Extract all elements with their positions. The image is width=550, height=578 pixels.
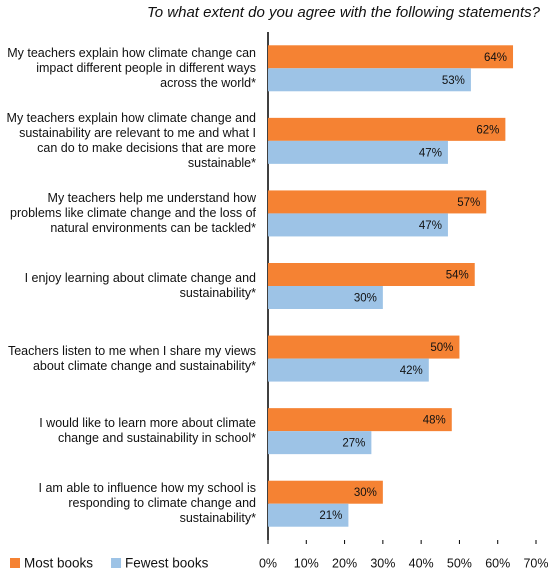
bar — [268, 213, 448, 237]
bar — [268, 45, 514, 69]
legend-swatch — [111, 558, 122, 568]
value-label: 47% — [419, 220, 442, 232]
legend-label: Fewest books — [125, 556, 209, 571]
legend-label: Most books — [24, 556, 93, 571]
category-label: My teachers explain how climate change a… — [6, 110, 256, 170]
bar — [268, 68, 471, 92]
bar — [268, 190, 487, 214]
bar — [268, 286, 383, 309]
bar — [268, 480, 383, 504]
x-tick-label: 0% — [259, 556, 277, 570]
value-label: 54% — [446, 270, 469, 282]
value-label: 21% — [319, 510, 342, 522]
bar — [268, 117, 506, 141]
value-label: 42% — [400, 365, 423, 377]
category-label: My teachers help me understand how probl… — [10, 190, 256, 235]
value-label: 30% — [354, 293, 377, 305]
value-label: 48% — [423, 415, 446, 427]
bar — [268, 263, 475, 286]
bar — [268, 431, 372, 455]
bar — [268, 335, 460, 359]
x-tick-label: 10% — [294, 556, 319, 570]
bar — [268, 503, 349, 527]
x-tick-label: 20% — [332, 556, 357, 570]
value-label: 27% — [342, 438, 365, 450]
value-label: 62% — [476, 124, 499, 136]
bar — [268, 140, 448, 164]
legend-swatch — [10, 558, 20, 568]
value-label: 57% — [457, 197, 480, 209]
x-tick-label: 30% — [370, 556, 395, 570]
bar — [268, 358, 429, 382]
category-label: I enjoy learning about climate change an… — [24, 271, 256, 300]
category-label: Teachers listen to me when I share my vi… — [7, 343, 256, 373]
value-label: 47% — [419, 147, 442, 159]
value-label: 64% — [484, 52, 507, 64]
category-label: I am able to influence how my school is … — [38, 481, 256, 526]
x-tick-label: 40% — [409, 556, 434, 570]
category-label: I would like to learn more about climate… — [39, 416, 256, 446]
value-label: 53% — [442, 75, 465, 87]
category-label: My teachers explain how climate change c… — [7, 45, 256, 90]
value-label: 50% — [430, 342, 453, 354]
value-label: 30% — [354, 487, 377, 499]
x-tick-label: 70% — [523, 556, 548, 570]
chart-title: To what extent do you agree with the fol… — [147, 4, 541, 21]
x-tick-label: 50% — [447, 556, 472, 570]
x-tick-label: 60% — [485, 556, 510, 570]
bar — [268, 408, 452, 432]
